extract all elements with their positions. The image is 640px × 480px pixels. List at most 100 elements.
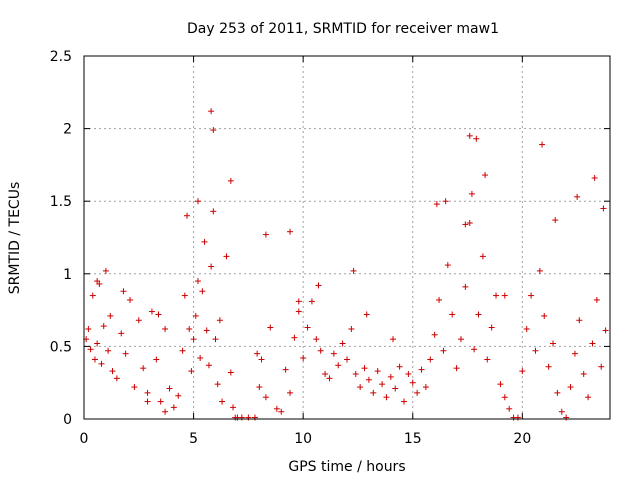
data-point xyxy=(462,221,469,228)
data-point xyxy=(85,325,92,332)
data-point xyxy=(118,330,125,337)
data-point xyxy=(287,228,294,235)
y-tick-label: 2.5 xyxy=(50,49,72,65)
x-axis-ticks: 0 5 10 15 20 xyxy=(80,56,531,447)
data-point xyxy=(162,408,169,415)
data-point xyxy=(550,340,557,347)
data-point xyxy=(418,366,425,373)
data-point xyxy=(591,174,598,181)
data-point xyxy=(205,362,212,369)
data-point xyxy=(144,389,151,396)
data-point xyxy=(571,350,578,357)
data-point xyxy=(238,414,245,421)
data-point xyxy=(199,288,206,295)
data-point xyxy=(390,336,397,343)
data-point xyxy=(488,324,495,331)
data-point xyxy=(528,292,535,299)
data-point xyxy=(379,381,386,388)
data-point xyxy=(313,336,320,343)
data-point xyxy=(427,356,434,363)
plot-frame xyxy=(83,55,611,420)
data-point xyxy=(363,311,370,318)
data-point xyxy=(194,198,201,205)
data-point xyxy=(317,347,324,354)
data-point xyxy=(440,347,447,354)
data-point xyxy=(409,379,416,386)
x-axis-label: GPS time / hours xyxy=(288,459,405,475)
data-point xyxy=(179,347,186,354)
data-point xyxy=(113,375,120,382)
data-point xyxy=(344,356,350,363)
data-point xyxy=(387,373,394,380)
x-tick-label: 20 xyxy=(513,431,531,447)
data-point xyxy=(471,346,478,353)
data-point xyxy=(558,408,565,415)
data-point xyxy=(227,369,234,376)
data-point xyxy=(589,340,596,347)
data-point xyxy=(431,331,438,338)
data-point xyxy=(295,298,302,305)
data-point xyxy=(444,262,451,269)
data-point xyxy=(514,414,521,421)
data-point xyxy=(335,362,342,369)
data-point xyxy=(262,231,269,238)
data-point xyxy=(580,370,587,377)
data-point xyxy=(475,311,482,318)
data-point xyxy=(190,336,197,343)
y-axis-label: SRMTID / TECUs xyxy=(7,182,23,295)
data-point xyxy=(574,193,581,200)
data-point xyxy=(170,404,177,411)
data-point xyxy=(365,376,372,383)
data-point xyxy=(392,385,399,392)
data-point xyxy=(300,355,307,362)
data-point xyxy=(131,384,138,391)
data-point xyxy=(291,334,298,341)
data-point xyxy=(89,292,96,299)
data-point xyxy=(251,414,258,421)
data-point xyxy=(203,327,210,334)
data-point xyxy=(201,238,208,245)
data-point xyxy=(245,414,252,421)
data-point xyxy=(493,292,500,299)
data-point xyxy=(523,325,530,332)
data-point xyxy=(109,368,116,375)
data-point xyxy=(87,346,94,353)
data-point xyxy=(155,311,162,318)
data-point xyxy=(135,317,142,324)
x-tick-label: 0 xyxy=(80,431,89,447)
data-point xyxy=(497,381,504,388)
data-point xyxy=(374,368,381,375)
data-point xyxy=(484,356,491,363)
data-point xyxy=(552,217,559,224)
y-tick-label: 1.5 xyxy=(50,194,72,210)
data-point xyxy=(442,198,449,205)
x-tick-label: 10 xyxy=(294,431,312,447)
data-point xyxy=(468,190,475,197)
data-point xyxy=(576,317,583,324)
data-point xyxy=(166,385,173,392)
data-point xyxy=(153,356,160,363)
data-point xyxy=(473,135,480,142)
data-point xyxy=(466,132,473,139)
data-point xyxy=(501,292,508,299)
data-point xyxy=(107,312,114,319)
data-point xyxy=(100,323,107,330)
data-point xyxy=(585,394,592,401)
data-point xyxy=(567,384,574,391)
data-point xyxy=(98,360,105,367)
data-point xyxy=(210,208,217,215)
data-point xyxy=(287,389,294,396)
data-point xyxy=(400,398,407,405)
data-point xyxy=(295,308,302,315)
data-point xyxy=(462,283,469,290)
data-point xyxy=(273,405,280,412)
data-point xyxy=(188,368,195,375)
data-point xyxy=(278,408,285,415)
data-point xyxy=(308,298,315,305)
data-point xyxy=(532,347,539,354)
data-point xyxy=(563,414,570,421)
data-point xyxy=(304,324,311,331)
y-axis-ticks: 0 0.5 1 1.5 2 2.5 xyxy=(50,49,610,428)
data-point xyxy=(457,336,464,343)
